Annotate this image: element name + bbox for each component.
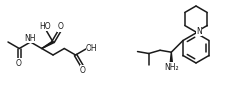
Text: N: N bbox=[196, 27, 202, 36]
Text: NH: NH bbox=[24, 34, 35, 43]
Text: O: O bbox=[15, 58, 21, 68]
Polygon shape bbox=[42, 41, 54, 48]
Text: OH: OH bbox=[86, 44, 98, 53]
Text: NH₂: NH₂ bbox=[164, 63, 179, 72]
Text: O: O bbox=[80, 66, 86, 74]
Text: HO: HO bbox=[40, 22, 51, 31]
Polygon shape bbox=[170, 52, 172, 63]
Text: O: O bbox=[58, 22, 63, 31]
